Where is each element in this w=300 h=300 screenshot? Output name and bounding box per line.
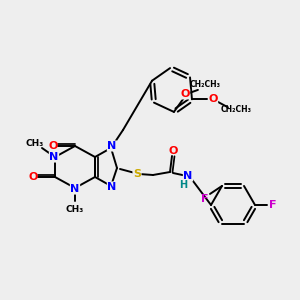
Text: CH₂CH₃: CH₂CH₃ <box>220 105 251 114</box>
Text: F: F <box>201 194 209 204</box>
Text: H: H <box>179 180 187 190</box>
Text: CH₃: CH₃ <box>26 139 44 148</box>
Text: O: O <box>180 89 190 99</box>
Text: F: F <box>269 200 277 210</box>
Text: S: S <box>133 169 141 179</box>
Text: O: O <box>208 94 218 104</box>
Text: N: N <box>50 152 58 162</box>
Text: CH₂CH₃: CH₂CH₃ <box>189 80 220 89</box>
Text: O: O <box>48 141 58 151</box>
Text: CH₃: CH₃ <box>66 206 84 214</box>
Text: O: O <box>28 172 38 182</box>
Text: N: N <box>107 141 117 151</box>
Text: N: N <box>183 171 193 181</box>
Text: O: O <box>168 146 178 156</box>
Text: N: N <box>107 182 117 192</box>
Text: N: N <box>70 184 80 194</box>
